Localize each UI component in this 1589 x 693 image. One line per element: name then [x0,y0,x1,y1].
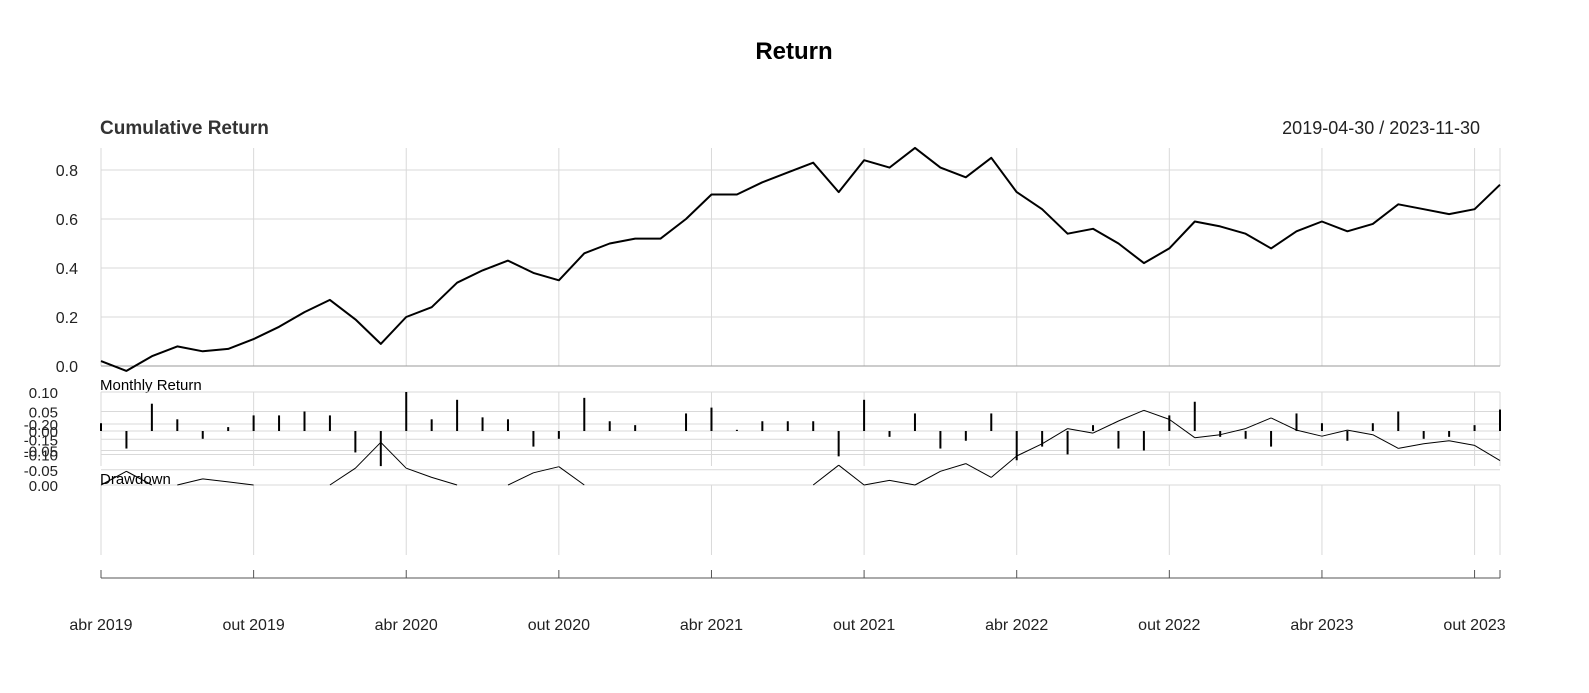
grid [100,148,1501,555]
y-tick-label: 0.05 [29,405,58,422]
date-range-label: 2019-04-30 / 2023-11-30 [1282,118,1480,138]
y-tick-label: 0.10 [29,385,58,402]
y-tick-label: 0.00 [29,424,58,441]
panel-title-cumulative-return: Cumulative Return [100,118,269,139]
y-tick-label: -0.05 [24,444,58,461]
panel-title-monthly-return: Monthly Return [100,377,202,394]
panel-title-drawdown: Drawdown [100,471,171,488]
y-tick-label: 0.4 [56,261,78,278]
y-tick-label: 0.6 [56,212,78,229]
x-tick-label: abr 2023 [1290,617,1353,634]
x-tick-label: out 2022 [1138,617,1200,634]
y-tick-label: -0.20 [24,417,58,434]
axes: 0.00.20.40.60.80.100.050.00-0.050.00-0.0… [24,163,1506,634]
y-tick-label: -0.05 [24,463,58,480]
x-tick-label: out 2023 [1443,617,1505,634]
y-tick-label: 0.0 [56,359,78,376]
drawdown-line [100,409,1501,486]
cumulative-return-line [100,146,1501,372]
y-tick-label: -0.15 [24,432,58,449]
x-tick-label: abr 2020 [375,617,438,634]
x-tick-label: out 2020 [528,617,590,634]
y-tick-label: 0.2 [56,310,78,327]
x-tick-label: abr 2019 [69,617,132,634]
y-tick-label: 0.00 [29,478,58,495]
x-tick-label: out 2019 [222,617,284,634]
x-tick-label: out 2021 [833,617,895,634]
series [100,146,1501,486]
x-tick-label: abr 2022 [985,617,1048,634]
chart-title: Return [755,38,832,65]
x-tick-label: abr 2021 [680,617,743,634]
y-tick-label: -0.10 [24,448,58,465]
y-tick-label: 0.8 [56,163,78,180]
